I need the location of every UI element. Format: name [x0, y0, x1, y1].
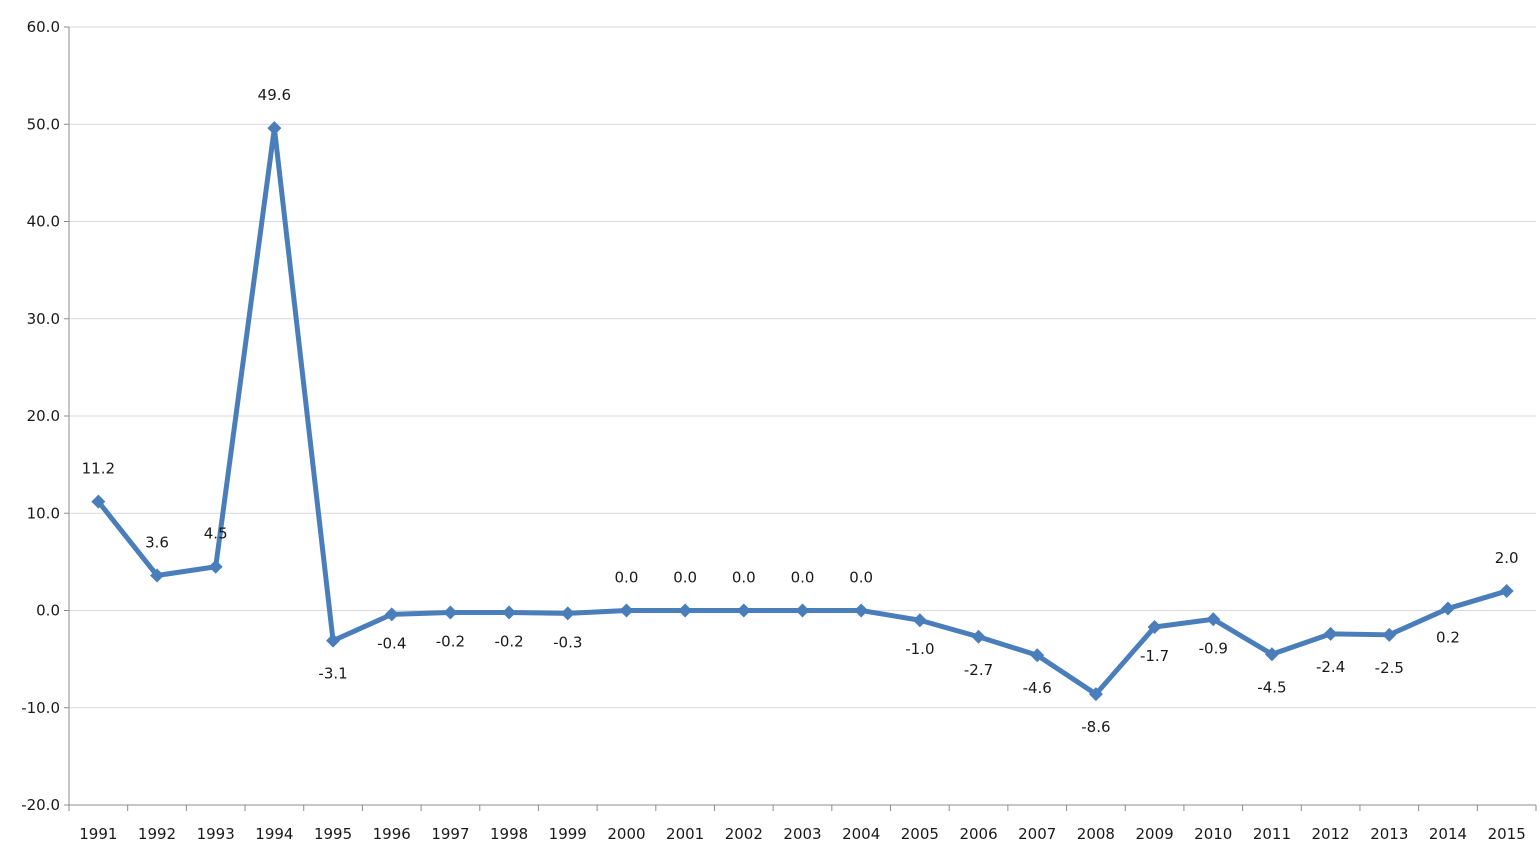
- y-tick-label: 0.0: [36, 602, 60, 620]
- data-label: -0.4: [377, 634, 406, 652]
- x-tick-label: 1996: [373, 825, 411, 843]
- x-tick-label: 1995: [314, 825, 352, 843]
- data-label: -2.5: [1375, 659, 1404, 677]
- data-label: -1.0: [905, 640, 934, 658]
- x-tick-label: 2007: [1018, 825, 1056, 843]
- data-point-marker: [150, 568, 165, 583]
- x-tick-label: 2014: [1429, 825, 1467, 843]
- data-point-marker: [971, 629, 986, 644]
- y-tick-label: 40.0: [27, 213, 60, 231]
- y-tick-label: 50.0: [27, 115, 60, 133]
- data-point-marker: [912, 613, 927, 628]
- data-point-marker: [678, 603, 693, 618]
- y-tick-label: 10.0: [27, 504, 60, 522]
- x-tick-label: 2012: [1312, 825, 1350, 843]
- data-label: 0.0: [849, 569, 873, 587]
- data-point-marker: [1030, 648, 1045, 663]
- x-tick-label: 2015: [1488, 825, 1526, 843]
- data-point-marker: [1499, 584, 1514, 599]
- data-label: 11.2: [82, 460, 115, 478]
- data-point-marker: [1264, 647, 1279, 662]
- x-tick-label: 2009: [1135, 825, 1173, 843]
- x-tick-label: 1991: [79, 825, 117, 843]
- x-tick-label: 1999: [549, 825, 587, 843]
- data-label: -1.7: [1140, 647, 1169, 665]
- data-point-marker: [502, 605, 517, 620]
- x-tick-label: 1998: [490, 825, 528, 843]
- data-label: 0.0: [673, 569, 697, 587]
- x-tick-label: 2001: [666, 825, 704, 843]
- data-point-marker: [208, 559, 223, 574]
- x-tick-label: 1997: [431, 825, 469, 843]
- data-label: -0.9: [1199, 639, 1228, 657]
- data-label: -2.7: [964, 661, 993, 679]
- y-tick-label: 30.0: [27, 310, 60, 328]
- data-label: 0.0: [732, 569, 756, 587]
- x-tick-label: 1993: [197, 825, 235, 843]
- data-label: 0.0: [791, 569, 815, 587]
- y-tick-label: -10.0: [21, 699, 60, 717]
- data-point-marker: [443, 605, 458, 620]
- y-tick-label: 20.0: [27, 407, 60, 425]
- data-point-marker: [1147, 620, 1162, 635]
- x-tick-label: 2013: [1370, 825, 1408, 843]
- data-point-marker: [560, 606, 575, 621]
- x-tick-label: 2002: [725, 825, 763, 843]
- data-point-marker: [384, 607, 399, 622]
- data-label: 3.6: [145, 533, 169, 551]
- x-tick-label: 1994: [255, 825, 293, 843]
- y-tick-label: -20.0: [21, 796, 60, 814]
- data-label: -4.5: [1257, 678, 1286, 696]
- x-tick-label: 2008: [1077, 825, 1115, 843]
- data-label: 2.0: [1495, 549, 1519, 567]
- data-point-marker: [91, 494, 106, 509]
- data-point-marker: [1382, 627, 1397, 642]
- data-label: -8.6: [1081, 718, 1110, 736]
- x-tick-label: 2006: [959, 825, 997, 843]
- data-label: 49.6: [258, 86, 291, 104]
- data-point-marker: [1088, 687, 1103, 702]
- data-point-marker: [267, 121, 282, 136]
- data-label: -0.3: [553, 633, 582, 651]
- data-point-marker: [1323, 626, 1338, 641]
- data-label: 0.0: [615, 569, 639, 587]
- x-tick-label: 2011: [1253, 825, 1291, 843]
- data-point-marker: [854, 603, 869, 618]
- x-tick-label: 2000: [607, 825, 645, 843]
- data-label: -2.4: [1316, 658, 1345, 676]
- data-point-marker: [795, 603, 810, 618]
- data-point-marker: [619, 603, 634, 618]
- data-label: -0.2: [494, 632, 523, 650]
- x-tick-label: 2010: [1194, 825, 1232, 843]
- x-tick-label: 2003: [783, 825, 821, 843]
- data-point-marker: [326, 633, 341, 648]
- data-label: 0.2: [1436, 629, 1460, 647]
- data-point-marker: [1206, 612, 1221, 627]
- data-point-marker: [1440, 601, 1455, 616]
- data-label: -4.6: [1023, 679, 1052, 697]
- data-label: -0.2: [436, 632, 465, 650]
- x-tick-label: 1992: [138, 825, 176, 843]
- y-tick-label: 60.0: [27, 18, 60, 36]
- data-label: 4.5: [204, 525, 228, 543]
- data-label: -3.1: [318, 665, 347, 683]
- data-point-marker: [736, 603, 751, 618]
- x-tick-label: 2004: [842, 825, 880, 843]
- x-tick-label: 2005: [901, 825, 939, 843]
